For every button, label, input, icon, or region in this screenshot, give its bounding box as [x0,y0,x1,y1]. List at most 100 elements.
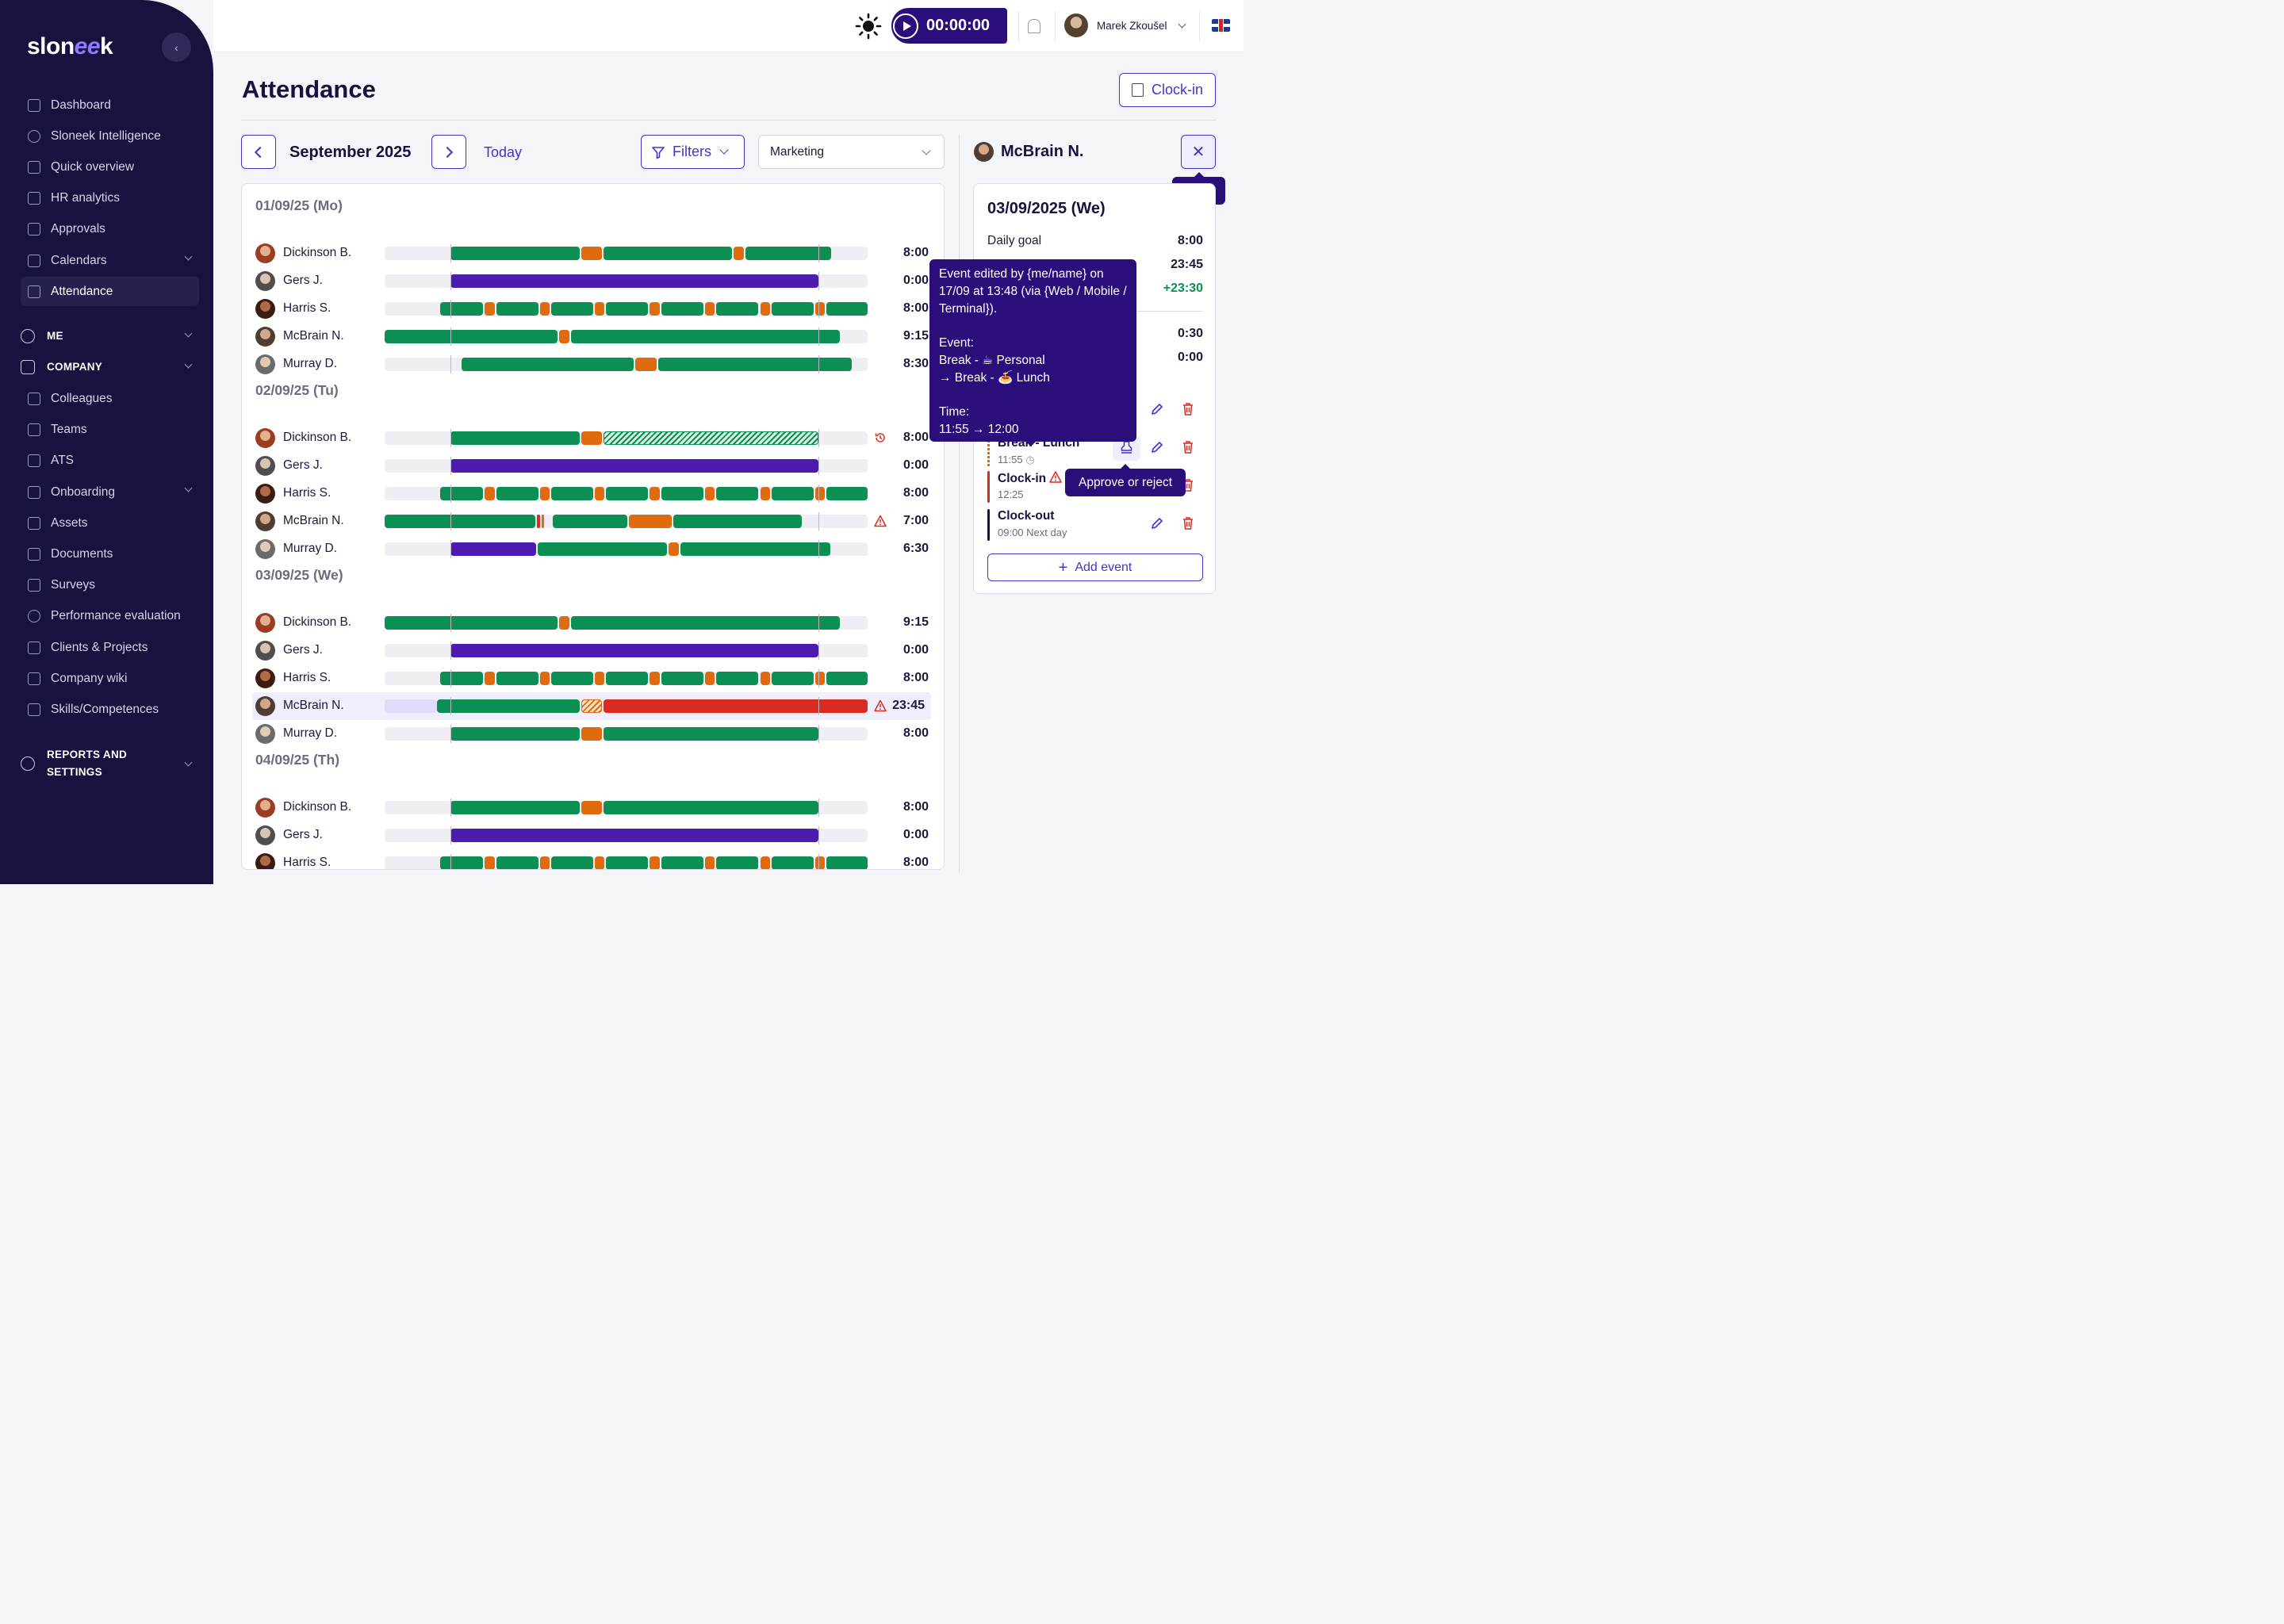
break-segment[interactable] [629,515,672,528]
attendance-track[interactable] [385,540,868,558]
work-segment[interactable] [440,302,483,316]
break-segment[interactable] [595,302,604,316]
employee-row[interactable]: Dickinson B. 8:00 [242,239,944,267]
sidebar-item-skills-competences[interactable]: Skills/Competences [21,695,199,724]
theme-toggle-sun-icon[interactable] [855,13,882,40]
attendance-track[interactable] [385,485,868,503]
absence-segment[interactable] [450,274,818,288]
work-segment[interactable] [772,302,814,316]
break-segment[interactable] [705,856,715,869]
break-segment[interactable] [540,856,550,869]
absence-segment[interactable] [450,644,818,657]
work-segment[interactable] [551,856,593,869]
absence-segment[interactable] [450,829,818,842]
work-segment[interactable] [450,247,580,260]
clock-in-button[interactable]: Clock-in [1119,73,1216,107]
event-clock-in[interactable]: Clock-in 12:25 [987,471,1203,503]
work-segment[interactable] [716,302,758,316]
filters-button[interactable]: Filters [641,135,745,169]
today-link[interactable]: Today [484,144,523,160]
break-segment[interactable] [650,672,660,685]
absence-segment[interactable] [450,459,818,473]
edit-icon[interactable] [1150,440,1164,454]
overtime-segment[interactable] [537,515,540,528]
sidebar-item-ats[interactable]: ATS [21,446,199,475]
break-segment[interactable] [761,672,770,685]
work-segment[interactable] [440,487,483,500]
employee-row[interactable]: Murray D. 6:30 [242,535,944,563]
break-segment[interactable] [485,302,495,316]
break-segment[interactable] [761,856,770,869]
break-segment[interactable] [581,431,602,445]
work-segment[interactable] [606,487,648,500]
work-segment[interactable] [606,302,648,316]
work-segment[interactable] [826,672,868,685]
sidebar-section-company[interactable]: COMPANY [21,352,199,381]
employee-row[interactable]: Dickinson B. 8:00 [242,794,944,822]
work-segment[interactable] [716,672,758,685]
work-segment[interactable] [604,431,818,445]
delete-icon[interactable] [1182,440,1194,454]
work-segment[interactable] [661,487,703,500]
collapse-sidebar-button[interactable]: ‹ [162,33,191,62]
work-segment[interactable] [826,487,868,500]
warning-icon[interactable] [874,515,887,527]
sloneek-logo[interactable]: sloneek [27,33,113,59]
attendance-track[interactable] [385,300,868,318]
employee-row[interactable]: Harris S. 8:00 [242,665,944,692]
sidebar-item-sloneek-intelligence[interactable]: Sloneek Intelligence [21,121,199,151]
work-segment[interactable] [440,672,483,685]
break-segment[interactable] [650,487,660,500]
work-segment[interactable] [772,856,814,869]
attendance-track[interactable] [385,826,868,845]
work-segment[interactable] [604,247,732,260]
attendance-track[interactable] [385,854,868,869]
work-segment[interactable] [606,856,648,869]
department-select[interactable]: Marketing [758,135,945,169]
attendance-track[interactable] [385,725,868,743]
work-segment[interactable] [450,727,580,741]
attendance-track[interactable] [385,614,868,632]
work-segment[interactable] [551,302,593,316]
sidebar-item-dashboard[interactable]: Dashboard [21,90,199,120]
user-name[interactable]: Marek Zkoušel [1097,20,1167,32]
work-segment[interactable] [604,727,818,741]
break-segment[interactable] [815,672,825,685]
break-segment[interactable] [815,302,825,316]
sidebar-item-surveys[interactable]: Surveys [21,570,199,599]
work-segment[interactable] [496,856,538,869]
history-icon[interactable] [874,431,887,444]
work-segment[interactable] [661,856,703,869]
overtime-segment[interactable] [604,699,868,713]
break-segment[interactable] [705,487,715,500]
warning-icon[interactable] [874,699,887,712]
work-segment[interactable] [551,672,593,685]
sidebar-item-attendance[interactable]: Attendance [21,277,199,306]
work-segment[interactable] [772,487,814,500]
break-segment[interactable] [815,856,825,869]
attendance-track[interactable] [385,642,868,660]
work-segment[interactable] [716,487,758,500]
employee-row[interactable]: Murray D. 8:00 [242,720,944,748]
break-segment[interactable] [581,699,602,713]
attendance-track[interactable] [385,697,868,715]
attendance-track[interactable] [385,457,868,475]
sidebar-item-quick-overview[interactable]: Quick overview [21,152,199,182]
sidebar-item-teams[interactable]: Teams [21,415,199,444]
sidebar-item-approvals[interactable]: Approvals [21,214,199,243]
break-segment[interactable] [595,672,604,685]
work-segment[interactable] [385,616,558,630]
break-segment[interactable] [761,302,770,316]
employee-row[interactable]: Harris S. 8:00 [242,849,944,869]
user-avatar[interactable] [1064,13,1088,37]
work-segment[interactable] [462,358,634,371]
sidebar-item-assets[interactable]: Assets [21,508,199,538]
absence-segment[interactable] [450,542,536,556]
work-segment[interactable] [450,801,580,814]
break-segment[interactable] [581,247,602,260]
break-segment[interactable] [542,515,544,528]
edit-icon[interactable] [1150,402,1164,416]
work-segment[interactable] [385,330,558,343]
attendance-track[interactable] [385,272,868,290]
work-segment[interactable] [658,358,852,371]
